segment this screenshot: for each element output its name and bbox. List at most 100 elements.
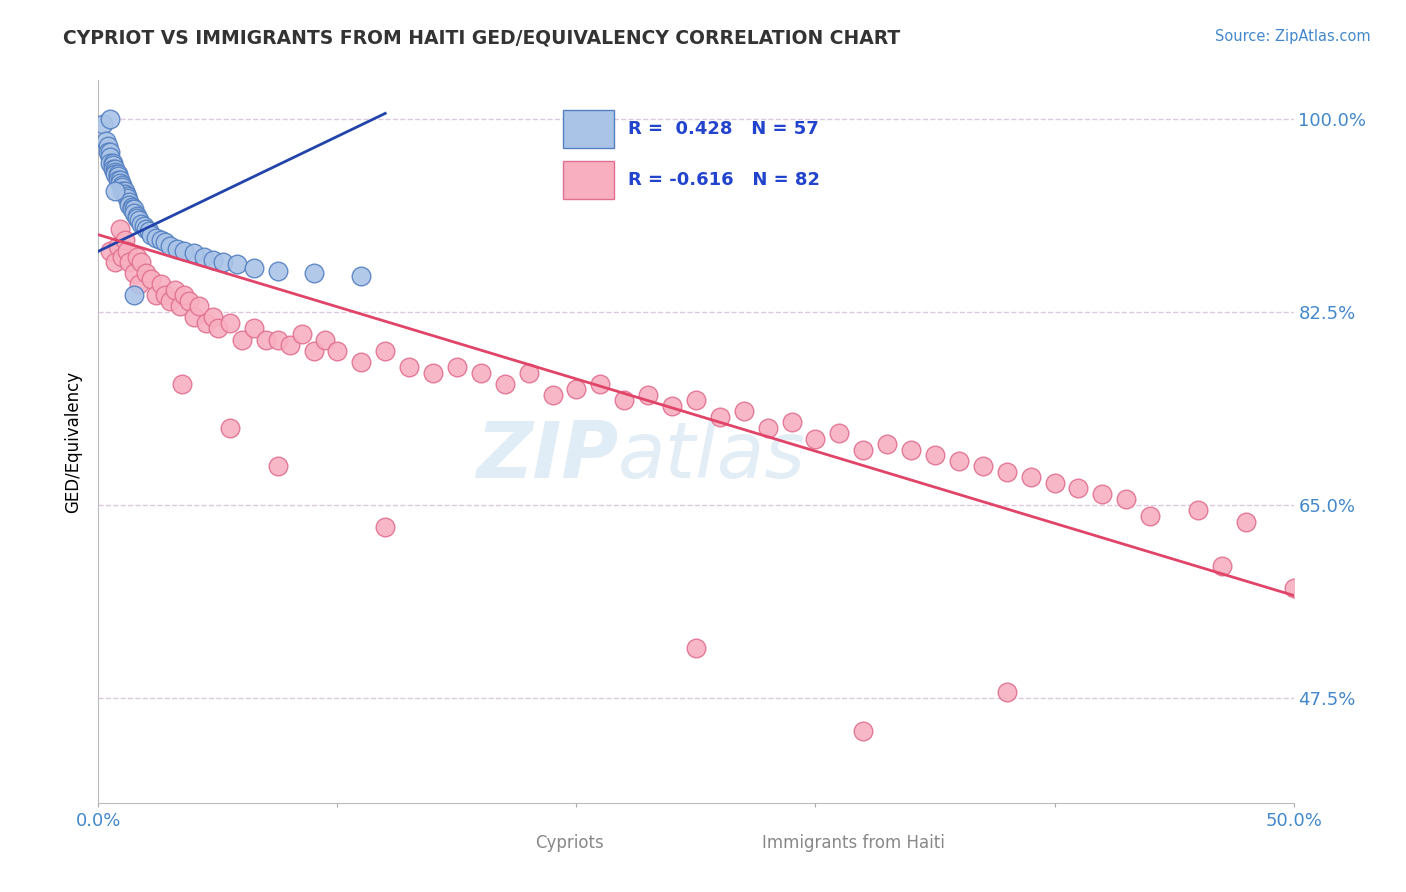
Point xyxy=(517,366,540,380)
Point xyxy=(138,224,160,238)
Point xyxy=(302,266,325,280)
Point xyxy=(125,211,148,226)
Point xyxy=(155,235,177,250)
Point xyxy=(98,145,122,159)
Point xyxy=(243,321,266,335)
Point xyxy=(1234,515,1257,529)
Point xyxy=(135,266,157,280)
Point xyxy=(756,421,779,435)
Text: Immigrants from Haiti: Immigrants from Haiti xyxy=(762,833,945,852)
Point xyxy=(91,117,114,131)
Point xyxy=(107,238,129,252)
Point xyxy=(115,189,138,203)
Point xyxy=(972,459,994,474)
Point xyxy=(278,338,301,352)
Point xyxy=(97,145,120,159)
Point xyxy=(350,354,373,368)
Point xyxy=(193,250,215,264)
Point xyxy=(470,366,492,380)
Point xyxy=(995,685,1018,699)
Point xyxy=(685,393,707,408)
Point xyxy=(101,156,124,170)
Point xyxy=(108,172,131,186)
Point xyxy=(828,426,851,441)
Point xyxy=(101,161,124,176)
Point xyxy=(104,165,127,179)
Point xyxy=(101,158,124,172)
Point xyxy=(118,194,141,209)
Point xyxy=(733,404,755,418)
Point xyxy=(124,288,146,302)
Point xyxy=(115,191,138,205)
Point xyxy=(139,227,162,242)
Point xyxy=(128,213,150,227)
Point xyxy=(97,139,120,153)
Point xyxy=(118,198,141,212)
Point xyxy=(98,156,122,170)
Point xyxy=(1211,558,1233,573)
Point xyxy=(195,316,218,330)
Point xyxy=(226,258,249,272)
Point xyxy=(166,242,188,256)
Point xyxy=(254,333,277,347)
Point xyxy=(589,376,612,391)
Point xyxy=(111,250,134,264)
Point xyxy=(108,222,131,236)
Point xyxy=(125,209,148,223)
Point xyxy=(1043,475,1066,490)
Point xyxy=(876,437,898,451)
Point xyxy=(924,448,946,462)
Point xyxy=(1019,470,1042,484)
Point xyxy=(187,300,209,314)
Point xyxy=(202,310,225,325)
Point xyxy=(169,300,191,314)
Point xyxy=(661,399,683,413)
Point xyxy=(115,244,138,259)
Point xyxy=(118,255,141,269)
Point xyxy=(315,333,337,347)
Text: Cypriots: Cypriots xyxy=(534,833,603,852)
Point xyxy=(302,343,325,358)
Point xyxy=(494,376,516,391)
Point xyxy=(114,233,136,247)
Point xyxy=(108,176,131,190)
Point xyxy=(98,112,122,126)
Point xyxy=(995,465,1018,479)
Point xyxy=(183,246,205,260)
Point xyxy=(1091,487,1114,501)
Point xyxy=(111,184,134,198)
Point xyxy=(637,387,659,401)
Point xyxy=(128,277,150,292)
Point xyxy=(159,238,181,252)
Point xyxy=(326,343,349,358)
Point xyxy=(98,244,122,259)
Point xyxy=(159,293,181,308)
Point xyxy=(267,333,290,347)
Point xyxy=(124,205,146,219)
Point xyxy=(107,169,129,184)
Point xyxy=(145,288,167,302)
Point xyxy=(173,288,195,302)
Text: ZIP: ZIP xyxy=(477,418,619,494)
Point xyxy=(852,442,875,457)
Point xyxy=(398,360,420,375)
Point xyxy=(374,520,396,534)
Point xyxy=(172,376,194,391)
Point xyxy=(111,180,134,194)
Point xyxy=(149,277,172,292)
Point xyxy=(709,409,731,424)
Point xyxy=(173,244,195,259)
Point xyxy=(267,264,290,278)
Point xyxy=(231,333,253,347)
Point xyxy=(852,724,875,739)
Point xyxy=(207,321,229,335)
Point xyxy=(900,442,922,457)
Point xyxy=(114,184,136,198)
Point xyxy=(111,178,134,192)
Text: atlas: atlas xyxy=(619,418,806,494)
Text: Source: ZipAtlas.com: Source: ZipAtlas.com xyxy=(1215,29,1371,44)
Point xyxy=(219,421,242,435)
Point xyxy=(1067,482,1090,496)
Point xyxy=(267,459,290,474)
Point xyxy=(446,360,468,375)
